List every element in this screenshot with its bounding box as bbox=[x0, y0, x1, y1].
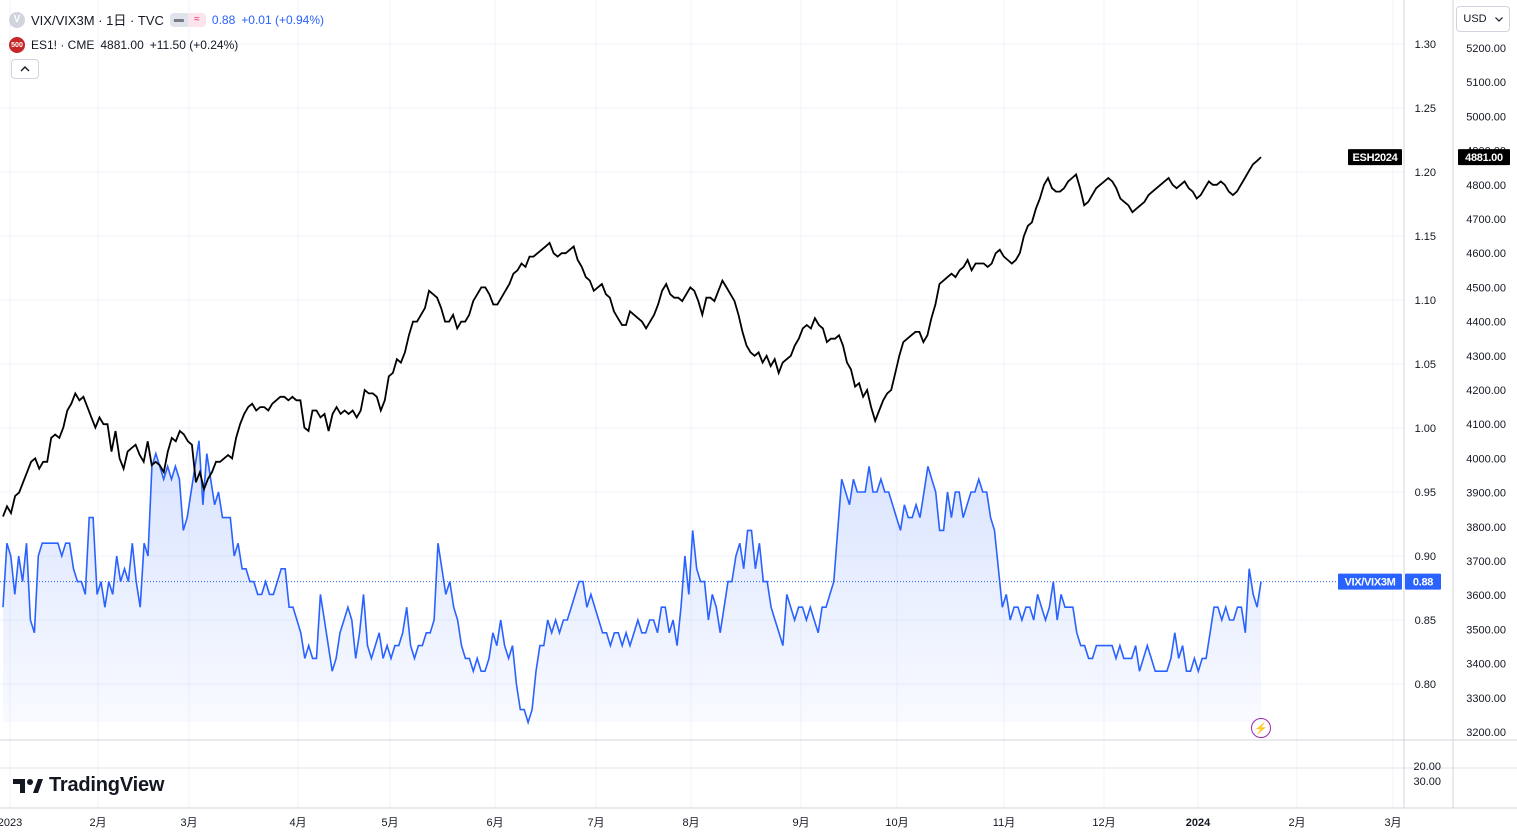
time-tick-label: 10月 bbox=[885, 817, 908, 829]
time-axis[interactable]: 2023 2月 3月 4月 5月 6月 7月 8月 9月 10月 11月 12月 2024 2月 3月 bbox=[0, 817, 1402, 829]
time-tick-label: 6月 bbox=[486, 817, 503, 829]
last-value-labels: VIX/VIX3M 0.88 ESH2024 4881.00 bbox=[1338, 149, 1510, 590]
tick-label-left: 1.15 bbox=[1415, 231, 1436, 243]
compare-symbol-title[interactable]: ES1! · CME bbox=[31, 38, 95, 52]
main-series-legend[interactable]: V VIX/VIX3M · 1日 · TVC ▬ ≈ 0.88 +0.01 (+… bbox=[9, 10, 324, 29]
price-axis-es[interactable]: 5200.005100.005000.004900.004800.004700.… bbox=[1466, 43, 1506, 739]
tick-label-right: 3200.00 bbox=[1466, 727, 1506, 739]
es-value-tag: 4881.00 bbox=[1465, 152, 1503, 164]
tick-label-left: 1.10 bbox=[1415, 295, 1436, 307]
tick-label-right: 5000.00 bbox=[1466, 111, 1506, 123]
logo-wordmark: TradingView bbox=[49, 774, 165, 796]
tick-label-right: 4100.00 bbox=[1466, 419, 1506, 431]
time-tick-label: 7月 bbox=[587, 817, 604, 829]
tick-label-left: 1.00 bbox=[1415, 423, 1436, 435]
vix-series-tag: VIX/VIX3M bbox=[1344, 577, 1395, 589]
currency-label: USD bbox=[1463, 13, 1487, 25]
tick-label-right: 3500.00 bbox=[1466, 624, 1506, 636]
currency-selector[interactable]: USD bbox=[1456, 6, 1510, 32]
es-series-tag-bg bbox=[1348, 149, 1402, 166]
tick-label-left: 1.25 bbox=[1415, 103, 1436, 115]
symbol-logo-icon: V bbox=[9, 11, 25, 28]
time-tick-label: 11月 bbox=[993, 817, 1015, 829]
time-tick-label: 3月 bbox=[180, 817, 197, 829]
vix-value-tag: 0.88 bbox=[1413, 577, 1433, 589]
tick-label-right: 3400.00 bbox=[1466, 659, 1506, 671]
es-series-tag: ESH2024 bbox=[1353, 152, 1399, 164]
tick-label-right: 4600.00 bbox=[1466, 248, 1506, 260]
es-series-line bbox=[2, 156, 1262, 517]
tick-label-right: 4200.00 bbox=[1466, 385, 1506, 397]
tick-label-right: 4800.00 bbox=[1466, 180, 1506, 192]
tradingview-logo[interactable]: TradingView bbox=[13, 774, 164, 797]
wave-icon[interactable]: ≈ bbox=[187, 12, 206, 27]
tick-label-left: 1.20 bbox=[1415, 167, 1436, 179]
price-axis-pane2: 20.00 30.00 bbox=[1413, 761, 1441, 788]
tick-label-right: 4700.00 bbox=[1466, 214, 1506, 226]
compare-change: +11.50 (+0.24%) bbox=[149, 38, 239, 52]
time-tick-label: 8月 bbox=[682, 817, 699, 829]
time-tick-label: 2月 bbox=[1288, 817, 1305, 829]
tick-label-right: 4000.00 bbox=[1466, 453, 1506, 465]
time-tick-label: 3月 bbox=[1384, 817, 1401, 829]
tv-logo-icon bbox=[13, 778, 43, 793]
tick-label-right: 4400.00 bbox=[1466, 317, 1506, 329]
tick-label-left: 0.80 bbox=[1415, 679, 1436, 691]
tick-label-right: 3300.00 bbox=[1466, 693, 1506, 705]
tick-label-pane2: 30.00 bbox=[1413, 776, 1441, 788]
time-tick-label: 2023 bbox=[0, 817, 22, 829]
compare-price: 4881.00 bbox=[100, 38, 144, 52]
tick-label-left: 1.30 bbox=[1415, 39, 1436, 51]
tick-label-right: 3700.00 bbox=[1466, 556, 1506, 568]
tick-label-right: 4500.00 bbox=[1466, 282, 1506, 294]
vix-series-tag-bg bbox=[1338, 573, 1402, 590]
tick-label-right: 5200.00 bbox=[1466, 43, 1506, 55]
price-axis-vix[interactable]: 1.30 1.25 1.20 1.15 1.10 1.05 1.00 0.95 0.90 0.85… bbox=[1415, 39, 1436, 691]
tick-label-left: 1.05 bbox=[1415, 359, 1436, 371]
sp500-logo-icon: 500 bbox=[9, 37, 25, 53]
chevron-down-icon bbox=[1494, 16, 1503, 22]
time-tick-label: 4月 bbox=[289, 817, 306, 829]
tick-label-right: 3900.00 bbox=[1466, 488, 1506, 500]
time-tick-label: 9月 bbox=[792, 817, 809, 829]
main-price: 0.88 bbox=[211, 12, 236, 27]
time-tick-label: 2024 bbox=[1186, 817, 1211, 829]
time-tick-label: 12月 bbox=[1092, 817, 1115, 829]
tick-label-left: 0.85 bbox=[1415, 615, 1436, 627]
es-value-tag-bg bbox=[1458, 149, 1510, 166]
tick-label-right: 5100.00 bbox=[1466, 77, 1506, 89]
time-tick-label: 2月 bbox=[89, 817, 106, 829]
time-tick-label: 5月 bbox=[381, 817, 398, 829]
vix-value-tag-bg bbox=[1405, 573, 1441, 590]
tick-label-left: 0.90 bbox=[1415, 551, 1436, 563]
tick-label-left: 0.95 bbox=[1415, 487, 1436, 499]
tick-label-right: 4300.00 bbox=[1466, 351, 1506, 363]
tick-label-right: 3800.00 bbox=[1466, 522, 1506, 534]
hide-icon[interactable]: ▬ bbox=[169, 12, 188, 27]
tick-label-pane2: 20.00 bbox=[1413, 761, 1441, 773]
pane-dividers bbox=[0, 0, 1517, 809]
main-change: +0.01 (+0.94%) bbox=[241, 12, 325, 27]
lightning-icon[interactable]: ⚡ bbox=[1251, 718, 1271, 738]
tick-label-right: 3600.00 bbox=[1466, 590, 1506, 602]
series-toggle[interactable]: ▬ ≈ bbox=[169, 12, 206, 27]
collapse-legend-button[interactable] bbox=[11, 59, 39, 79]
main-symbol-title[interactable]: VIX/VIX3M · 1日 · TVC bbox=[31, 13, 164, 28]
vix-series-line bbox=[2, 440, 1262, 726]
compare-series-legend[interactable]: 500 ES1! · CME 4881.00 +11.50 (+0.24%) bbox=[9, 37, 238, 53]
chevron-up-icon bbox=[20, 66, 30, 72]
